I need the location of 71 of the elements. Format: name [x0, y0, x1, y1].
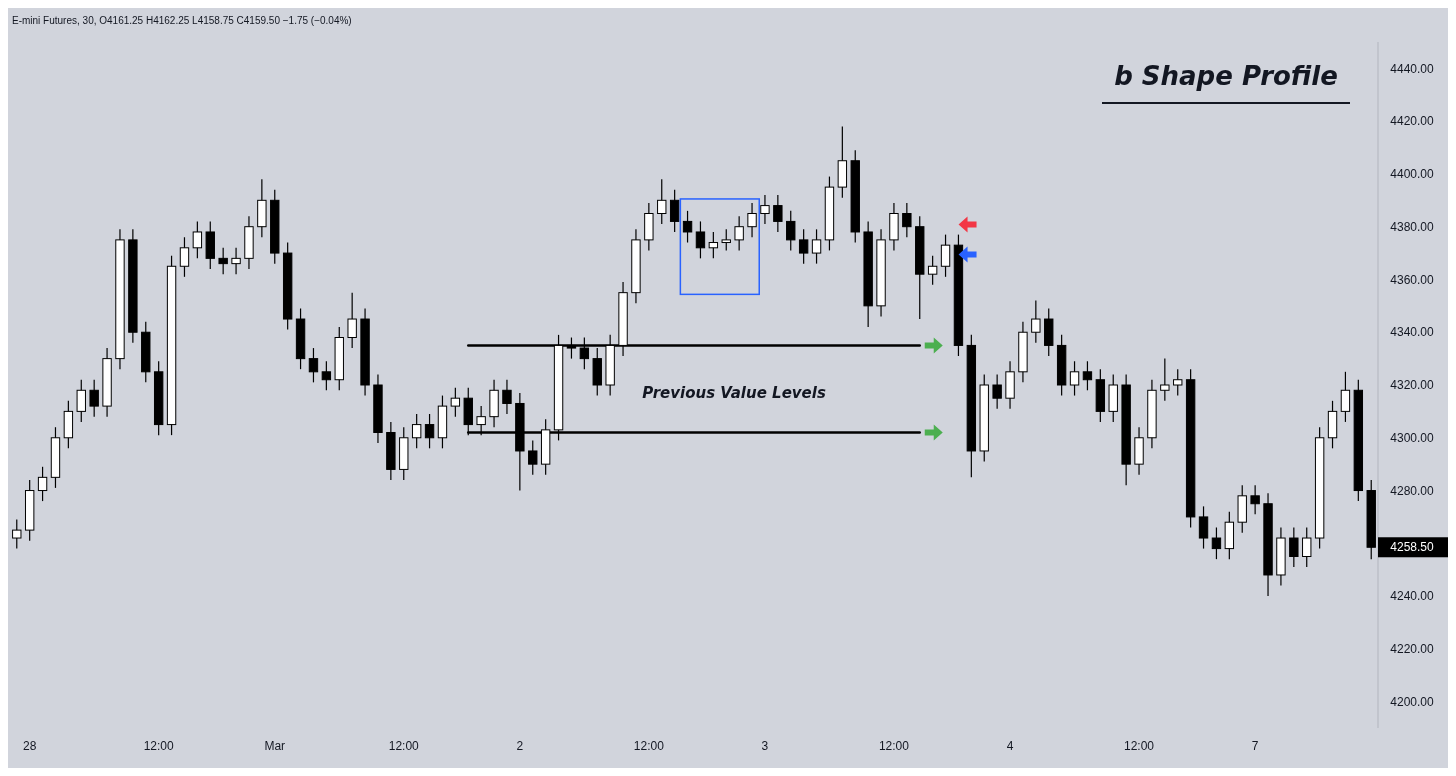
candlestick [1198, 505, 1209, 550]
y-tick-label: 4320.00 [1390, 378, 1435, 393]
annotation: Previous Value Levels [642, 384, 826, 403]
candlestick [1250, 484, 1260, 515]
candlestick [992, 373, 1002, 410]
candlestick [669, 189, 680, 233]
x-tick-label: 4 [1006, 739, 1014, 753]
candlestick [1173, 368, 1183, 397]
candlestick [708, 231, 719, 259]
x-tick-label: 12:00 [878, 739, 910, 753]
x-tick-label: 12:00 [388, 739, 420, 753]
y-tick-label: 4200.00 [1390, 694, 1435, 709]
candlestick [179, 236, 190, 278]
candlestick [1302, 526, 1312, 568]
candlestick [308, 347, 319, 383]
candlestick [502, 379, 512, 415]
text: 4258.50 [1390, 540, 1435, 555]
y-tick-label: 4280.00 [1390, 483, 1435, 498]
y-tick-label: 4240.00 [1390, 589, 1435, 604]
candlestick [1211, 526, 1222, 560]
candlestick [218, 247, 228, 275]
candlestick [321, 360, 332, 391]
candlestick [721, 228, 731, 252]
candlestick [1082, 360, 1093, 391]
candlestick [37, 466, 48, 502]
candlestick [682, 210, 693, 244]
x-tick-label: 3 [761, 739, 769, 753]
candlestick [657, 178, 667, 225]
x-tick-label: Mar [264, 739, 286, 753]
x-tick-label: 28 [22, 739, 37, 753]
candlestick [12, 518, 22, 550]
x-tick-label: 12:00 [1124, 739, 1155, 753]
candlestick [1031, 299, 1041, 344]
candlestick [528, 439, 538, 476]
candlestick [734, 215, 744, 252]
candlestick [940, 234, 951, 278]
candlestick [76, 379, 86, 423]
candlestick [231, 247, 241, 275]
candlestick [1340, 371, 1351, 423]
candlestick [811, 228, 822, 265]
y-tick-label: 4400.00 [1390, 167, 1435, 182]
candlestick [798, 228, 809, 265]
x-tick-label: 12:00 [143, 739, 175, 753]
candlestick [411, 413, 422, 449]
y-tick-label: 4440.00 [1390, 61, 1435, 76]
candlestick [347, 292, 357, 349]
candlestick [450, 387, 461, 418]
y-tick-label: 4420.00 [1390, 114, 1435, 129]
candlestick [192, 220, 203, 259]
candlestick [902, 202, 912, 238]
y-tick-label: 4360.00 [1390, 272, 1435, 287]
candlestick [760, 194, 770, 225]
y-tick-label: 4380.00 [1390, 219, 1435, 234]
candlestick [1069, 360, 1080, 397]
y-tick-label: 4300.00 [1390, 430, 1435, 445]
candlestick [89, 379, 99, 418]
y-tick-label: 4340.00 [1390, 325, 1435, 340]
candlestick [424, 413, 435, 449]
x-tick-label: 12:00 [633, 739, 665, 753]
candlestick [773, 194, 783, 233]
x-tick-label: 2 [516, 739, 524, 753]
candlestick [1289, 526, 1299, 568]
chart-subtitle: E-mini Futures, 30, O4161.25 H4162.25 L4158.75 C4159.50 −1.75 (−0.04%) [12, 15, 352, 26]
candlestick [747, 202, 757, 238]
y-tick-label: 4220.00 [1390, 642, 1435, 657]
candlestick [927, 255, 938, 286]
text: b Shape Profile [1114, 61, 1338, 91]
x-tick-label: 7 [1251, 739, 1259, 753]
candlestick [1160, 358, 1170, 402]
candlestick [695, 220, 706, 259]
candlestick [786, 210, 796, 252]
